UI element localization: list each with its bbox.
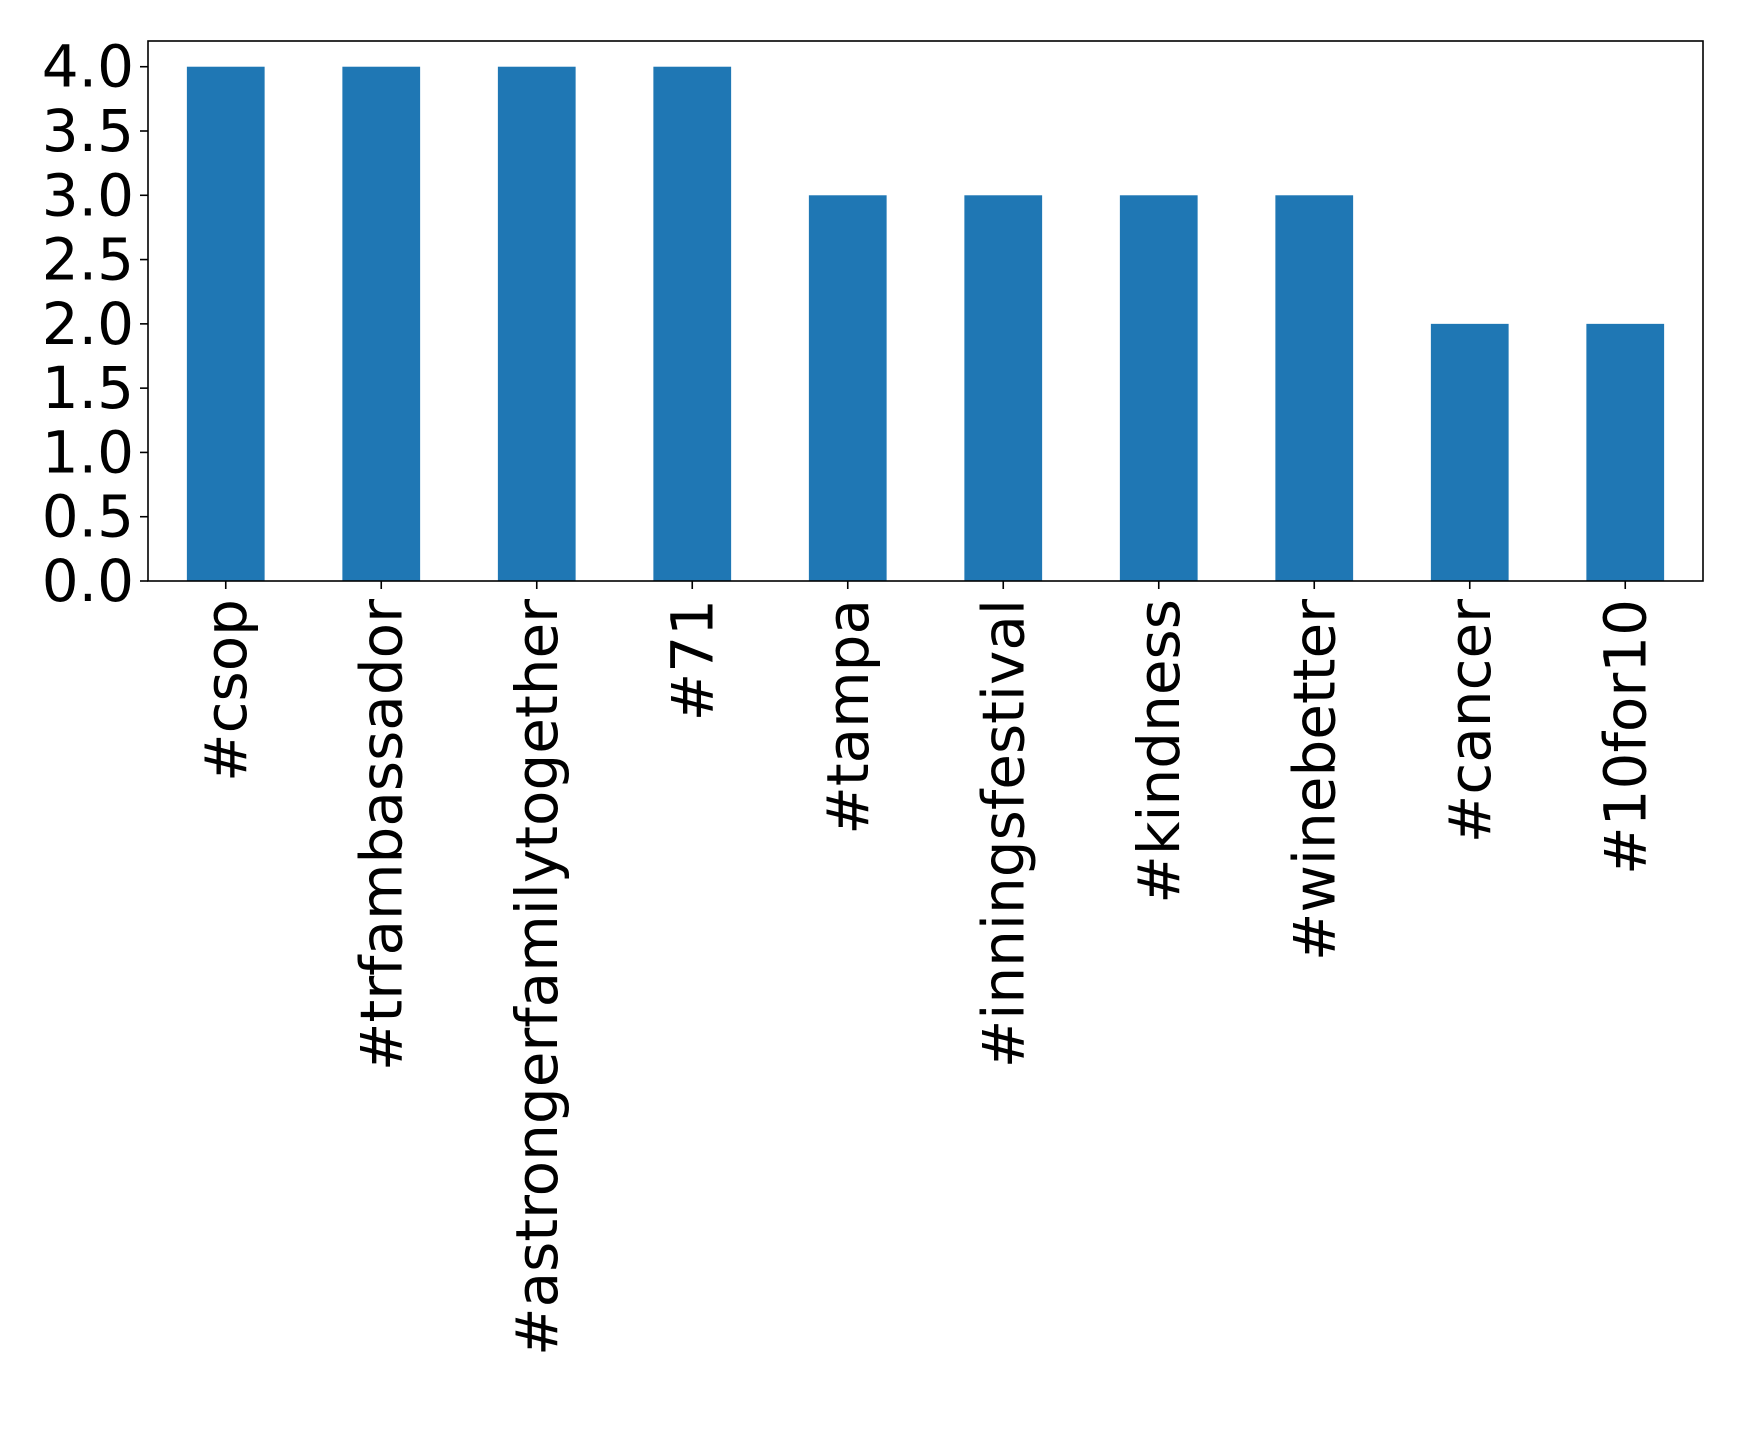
y-axis: 0.00.51.01.52.02.53.03.54.0 <box>42 33 148 615</box>
bars-group <box>186 66 1665 582</box>
y-tick-label: 3.5 <box>42 97 134 165</box>
y-tick-label: 0.0 <box>42 547 134 615</box>
y-tick-label: 0.5 <box>42 483 134 551</box>
bar <box>186 66 265 581</box>
y-tick-label: 1.5 <box>42 354 134 422</box>
x-tick-label: #winebetter <box>1280 599 1348 961</box>
x-tick-label: #71 <box>658 599 726 721</box>
x-tick-label: #kindness <box>1125 599 1193 904</box>
y-tick-label: 2.5 <box>42 226 134 294</box>
x-tick-label: #cancer <box>1436 599 1504 843</box>
y-tick-label: 2.0 <box>42 290 134 358</box>
bar <box>342 66 421 581</box>
x-tick-label: #astrongerfamilytogether <box>503 599 571 1356</box>
y-tick-label: 3.0 <box>42 161 134 229</box>
bar <box>653 66 732 581</box>
plot-frame <box>147 40 1704 582</box>
x-tick-label: #trfambassador <box>347 599 415 1071</box>
bar <box>497 66 576 581</box>
x-tick-label: #csop <box>192 599 260 782</box>
x-tick-label: #tampa <box>814 599 882 835</box>
bar <box>1275 195 1354 582</box>
x-tick-label: #10for10 <box>1591 599 1659 875</box>
y-tick-label: 4.0 <box>42 33 134 101</box>
bar <box>1586 323 1665 581</box>
x-axis: #csop #trfambassador #astrongerfamilytoget… <box>192 581 1659 1356</box>
x-tick-label: #inningsfestival <box>969 599 1037 1068</box>
bar <box>1119 195 1198 582</box>
y-tick-label: 1.0 <box>42 418 134 486</box>
bar <box>808 195 887 582</box>
bar <box>964 195 1043 582</box>
bar <box>1430 323 1509 581</box>
